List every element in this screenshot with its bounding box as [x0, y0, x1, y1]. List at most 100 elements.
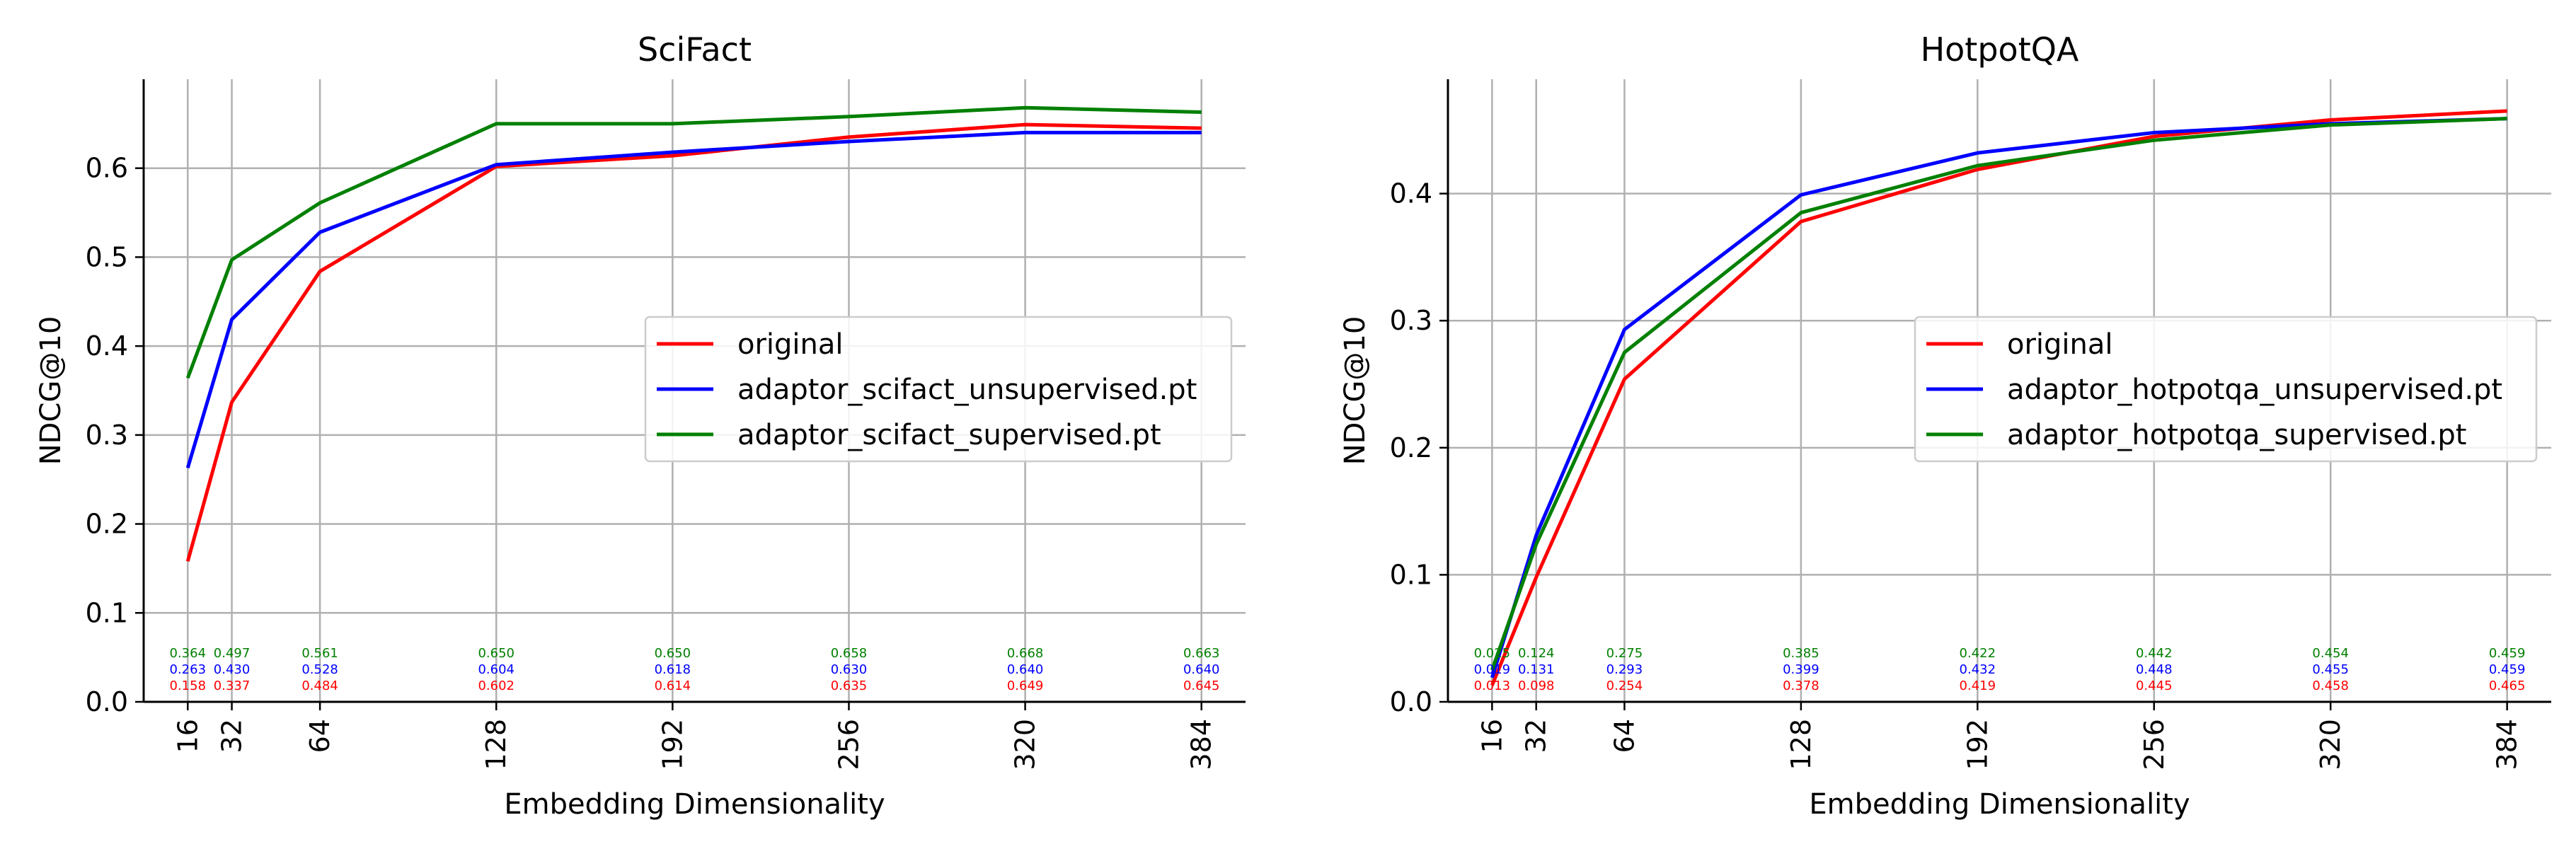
- data-label-adaptor-hotpotqa-unsupervised-pt: 0.448: [2136, 662, 2173, 677]
- y-tick-label: 0.6: [86, 153, 128, 184]
- y-tick-label: 0.3: [1390, 305, 1432, 336]
- x-axis-label: Embedding Dimensionality: [504, 788, 885, 821]
- data-label-adaptor-scifact-supervised-pt: 0.650: [478, 646, 514, 661]
- x-tick-label: 384: [1186, 719, 1217, 770]
- data-label-adaptor-scifact-supervised-pt: 0.364: [170, 646, 207, 661]
- series-line-original: [1490, 109, 2507, 686]
- legend-label: adaptor_hotpotqa_unsupervised.pt: [2007, 374, 2502, 406]
- x-tick-label: 256: [2139, 719, 2170, 770]
- data-label-original: 0.445: [2136, 678, 2173, 693]
- y-tick-label: 0.2: [1390, 432, 1432, 463]
- data-label-adaptor-hotpotqa-supervised-pt: 0.442: [2136, 646, 2173, 661]
- legend-label: adaptor_scifact_supervised.pt: [737, 419, 1161, 451]
- legend-label: original: [737, 328, 844, 361]
- series-line-original: [185, 122, 1202, 562]
- data-label-original: 0.378: [1783, 678, 1819, 693]
- data-label-adaptor-hotpotqa-supervised-pt: 0.454: [2312, 646, 2349, 661]
- x-tick-label: 64: [304, 719, 335, 753]
- data-label-adaptor-hotpotqa-unsupervised-pt: 0.131: [1518, 662, 1555, 677]
- data-label-original: 0.602: [478, 678, 514, 693]
- data-label-adaptor-scifact-unsupervised-pt: 0.640: [1007, 662, 1044, 677]
- x-tick-label: 32: [217, 719, 248, 753]
- y-tick-label: 0.0: [86, 686, 128, 717]
- data-label-adaptor-scifact-supervised-pt: 0.650: [655, 646, 691, 661]
- data-label-adaptor-scifact-supervised-pt: 0.561: [301, 646, 338, 661]
- data-labels: 0.158 0.337 0.484 0.602 0.614 0.635 0.649 0.645…: [170, 646, 1220, 693]
- data-label-original: 0.635: [831, 678, 868, 693]
- data-label-original: 0.465: [2489, 678, 2526, 693]
- data-label-original: 0.337: [214, 678, 251, 693]
- y-ticks: 0.0 0.1 0.2 0.3 0.4 0.5 0.6: [86, 153, 144, 717]
- x-tick-label: 320: [1010, 719, 1041, 770]
- data-label-original: 0.458: [2312, 678, 2349, 693]
- data-label-adaptor-scifact-unsupervised-pt: 0.604: [478, 662, 514, 677]
- data-label-original: 0.254: [1606, 678, 1643, 693]
- data-label-original: 0.098: [1518, 678, 1555, 693]
- x-tick-label: 128: [481, 719, 512, 770]
- y-ticks: 0.0 0.1 0.2 0.3 0.4: [1390, 178, 1448, 717]
- data-label-adaptor-hotpotqa-unsupervised-pt: 0.455: [2312, 662, 2349, 677]
- y-axis-label: NDCG@10: [1339, 316, 1372, 466]
- y-tick-label: 0.2: [86, 509, 128, 540]
- legend-label: adaptor_scifact_unsupervised.pt: [737, 374, 1197, 406]
- legend: original adaptor_hotpotqa_unsupervised.pt…: [1914, 316, 2538, 463]
- x-ticks: 16 32 64 128 192 256 320 384: [172, 702, 1217, 770]
- data-label-adaptor-scifact-supervised-pt: 0.668: [1007, 646, 1044, 661]
- x-tick-label: 16: [172, 719, 203, 753]
- series-line-adaptor-scifact-unsupervised-pt: [185, 130, 1202, 469]
- data-label-adaptor-scifact-unsupervised-pt: 0.528: [301, 662, 338, 677]
- series-line-adaptor-hotpotqa-unsupervised-pt: [1490, 117, 2507, 678]
- y-tick-label: 0.1: [1390, 559, 1432, 590]
- data-label-adaptor-hotpotqa-unsupervised-pt: 0.019: [1474, 662, 1511, 677]
- x-tick-label: 192: [657, 719, 688, 770]
- data-label-adaptor-scifact-supervised-pt: 0.663: [1183, 646, 1220, 661]
- y-tick-label: 0.4: [86, 330, 128, 362]
- y-tick-label: 0.5: [86, 241, 128, 272]
- x-axis-label: Embedding Dimensionality: [1809, 788, 2190, 821]
- data-label-adaptor-hotpotqa-unsupervised-pt: 0.399: [1783, 662, 1819, 677]
- legend-box: [1914, 316, 2538, 463]
- legend: original adaptor_scifact_unsupervised.pta…: [644, 316, 1233, 463]
- x-tick-label: 16: [1476, 719, 1507, 753]
- data-label-adaptor-hotpotqa-unsupervised-pt: 0.293: [1606, 662, 1643, 677]
- data-label-adaptor-hotpotqa-supervised-pt: 0.124: [1518, 646, 1555, 661]
- data-labels: 0.013 0.098 0.254 0.378 0.419 0.445 0.458 0.465…: [1474, 646, 2526, 693]
- data-label-adaptor-scifact-unsupervised-pt: 0.263: [170, 662, 207, 677]
- legend-box: [644, 316, 1233, 463]
- data-label-adaptor-hotpotqa-supervised-pt: 0.422: [1960, 646, 1996, 661]
- y-tick-label: 0.4: [1390, 178, 1432, 209]
- x-tick-label: 320: [2315, 719, 2346, 770]
- data-label-adaptor-hotpotqa-unsupervised-pt: 0.459: [2489, 662, 2526, 677]
- data-label-adaptor-hotpotqa-supervised-pt: 0.385: [1783, 646, 1819, 661]
- data-label-adaptor-scifact-supervised-pt: 0.497: [214, 646, 251, 661]
- y-tick-label: 0.0: [1390, 686, 1432, 717]
- data-label-adaptor-hotpotqa-supervised-pt: 0.275: [1606, 646, 1643, 661]
- x-tick-label: 64: [1609, 719, 1640, 753]
- data-label-adaptor-scifact-unsupervised-pt: 0.630: [831, 662, 868, 677]
- data-label-original: 0.013: [1474, 678, 1511, 693]
- data-label-original: 0.614: [655, 678, 691, 693]
- data-label-original: 0.419: [1960, 678, 1996, 693]
- y-tick-label: 0.3: [86, 420, 128, 451]
- data-label-adaptor-hotpotqa-supervised-pt: 0.025: [1474, 646, 1511, 661]
- data-label-original: 0.649: [1007, 678, 1044, 693]
- legend-label: original: [2007, 328, 2113, 361]
- data-label-adaptor-hotpotqa-supervised-pt: 0.459: [2489, 646, 2526, 661]
- data-label-original: 0.645: [1183, 678, 1220, 693]
- x-tick-label: 384: [2492, 719, 2523, 770]
- x-tick-label: 128: [1786, 719, 1817, 770]
- series-line-adaptor-scifact-supervised-pt: [185, 105, 1202, 379]
- legend-label: adaptor_hotpotqa_supervised.pt: [2007, 419, 2466, 451]
- data-label-original: 0.158: [170, 678, 207, 693]
- chart-hotpotqa: 0.0 0.1 0.2 0.3 0.4 16 32 64 128 192 256 320 384 Hotp…: [1339, 30, 2551, 821]
- chart-title: SciFact: [638, 30, 752, 69]
- data-label-adaptor-scifact-supervised-pt: 0.658: [831, 646, 868, 661]
- chart-title: HotpotQA: [1921, 30, 2079, 69]
- x-tick-label: 32: [1521, 719, 1552, 753]
- x-ticks: 16 32 64 128 192 256 320 384: [1476, 702, 2523, 770]
- series-line-adaptor-hotpotqa-supervised-pt: [1490, 117, 2507, 671]
- chart-scifact: 0.0 0.1 0.2 0.3 0.4 0.5 0.6 16 32 64 128 192 256 320 3…: [35, 30, 1246, 821]
- data-label-adaptor-hotpotqa-unsupervised-pt: 0.432: [1960, 662, 1996, 677]
- data-label-original: 0.484: [301, 678, 338, 693]
